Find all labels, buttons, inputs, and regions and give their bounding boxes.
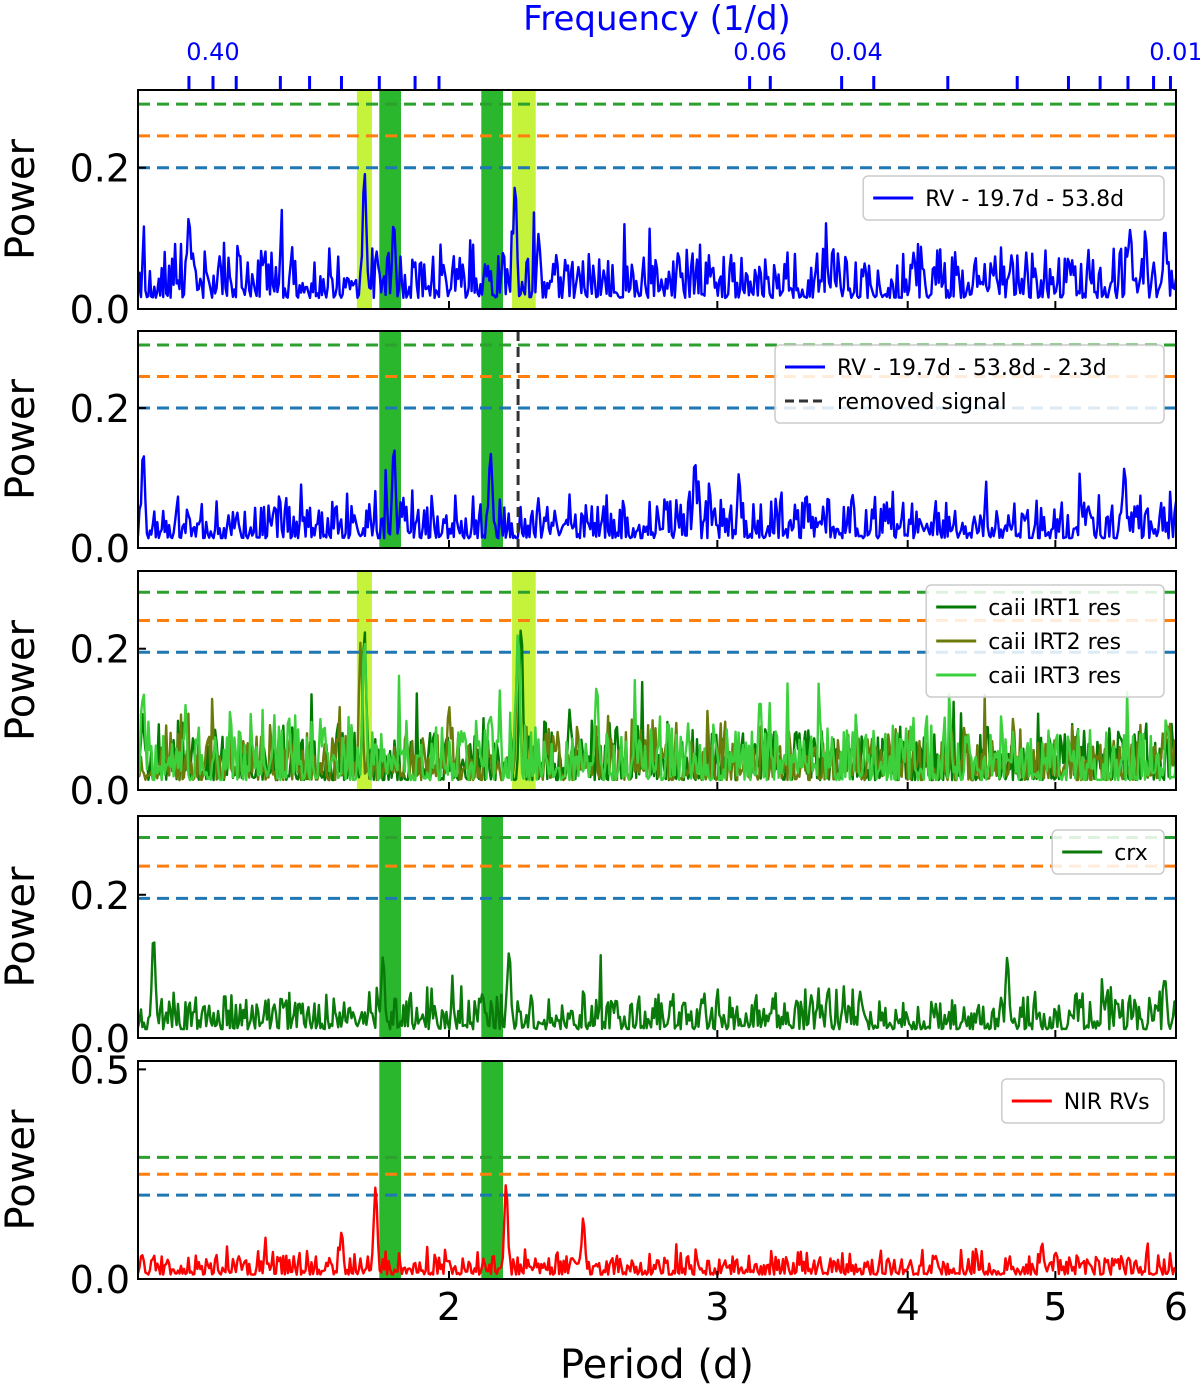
y-tick-label: 0.2 <box>70 874 130 918</box>
legend-label: NIR RVs <box>1064 1090 1150 1115</box>
legend-label: caii IRT2 res <box>988 630 1121 655</box>
highlight-bands <box>379 1061 503 1279</box>
panel-frame <box>137 330 1177 549</box>
green-band <box>379 816 401 1038</box>
y-axis-title: Power <box>0 1109 44 1230</box>
y-axis-title: Power <box>0 619 44 740</box>
green-band <box>379 1061 401 1279</box>
panel-frame <box>137 815 1177 1039</box>
legend-box <box>925 584 1165 698</box>
x-tick-label: 4 <box>896 1285 920 1329</box>
legend-label: RV - 19.7d - 53.8d <box>925 187 1124 212</box>
legend-label: removed signal <box>837 390 1007 415</box>
panel-frame <box>137 1060 1177 1280</box>
frequency-tick-label: 0.06 <box>733 38 786 66</box>
series-group <box>138 1184 1176 1276</box>
y-tick-label: 0.2 <box>70 628 130 672</box>
green-band <box>481 816 503 1038</box>
green-band <box>481 90 503 309</box>
legend-label: caii IRT3 res <box>988 664 1121 689</box>
period-axis: 2 3 4 5 6 <box>437 1285 1188 1329</box>
series-group <box>138 172 1176 300</box>
series-line-caii-irt3-res <box>138 634 1176 782</box>
series-line-nir-rvs <box>138 1184 1176 1276</box>
legend: crx <box>1051 829 1165 875</box>
panel-rv: 0.0 0.2 Power RV - 19.7d - 53.8d <box>0 89 1177 332</box>
green-band <box>481 1061 503 1279</box>
legend: NIR RVs <box>1001 1078 1165 1124</box>
y-tick-label: 0.0 <box>70 1258 130 1302</box>
frequency-tick-label: 0.40 <box>186 38 239 66</box>
y-tick-label: 0.5 <box>70 1048 130 1092</box>
panel-frame <box>137 570 1177 791</box>
periodogram-panels: 0.0 0.2 Power RV - 19.7d - 53.8d 0.0 0.2 Power… <box>0 89 1177 1302</box>
legend: RV - 19.7d - 53.8d <box>862 175 1165 221</box>
y-tick-label: 0.0 <box>70 527 130 571</box>
legend-label: caii IRT1 res <box>988 596 1121 621</box>
y-tick-label: 0.0 <box>70 1017 130 1061</box>
legend-box <box>774 344 1165 424</box>
frequency-tick-label: 0.01 <box>1149 38 1200 66</box>
legend-label: crx <box>1114 841 1148 866</box>
legend-box <box>1001 1078 1165 1124</box>
panel-rv-res: 0.0 0.2 Power RV - 19.7d - 53.8d - 2.3d remo… <box>0 330 1177 571</box>
series-line-crx <box>138 941 1176 1031</box>
legend-box <box>1051 829 1165 875</box>
x-tick-label: 2 <box>437 1285 461 1329</box>
legend-label: RV - 19.7d - 53.8d - 2.3d <box>837 356 1107 381</box>
x-tick-label: 5 <box>1043 1285 1067 1329</box>
y-axis-title: Power <box>0 138 44 259</box>
period-axis-title: Period (d) <box>560 1342 754 1388</box>
y-tick-label: 0.2 <box>70 147 130 191</box>
x-tick-label: 6 <box>1164 1285 1188 1329</box>
series-line-rv-19-7d-53-8d-2-3d <box>138 449 1176 540</box>
series-group <box>138 941 1176 1031</box>
series-line-rv-19-7d-53-8d <box>138 172 1176 300</box>
frequency-tick-label: 0.04 <box>829 38 882 66</box>
frequency-axis-title: Frequency (1/d) <box>523 0 791 39</box>
y-axis-title: Power <box>0 378 44 499</box>
frequency-axis: 0.40 0.06 0.04 0.01 <box>186 38 1200 90</box>
y-tick-label: 0.0 <box>70 769 130 813</box>
series-group <box>138 629 1176 782</box>
y-tick-label: 0.0 <box>70 288 130 332</box>
panel-frame <box>137 89 1177 310</box>
panel-nir: 0.0 0.5 Power NIR RVs <box>0 1048 1177 1302</box>
series-group <box>138 449 1176 540</box>
legend: caii IRT1 res caii IRT2 res caii IRT3 res <box>925 584 1165 698</box>
green-band <box>481 331 503 548</box>
x-tick-label: 3 <box>705 1285 729 1329</box>
y-tick-label: 0.2 <box>70 387 130 431</box>
legend: RV - 19.7d - 53.8d - 2.3d removed signal <box>774 344 1165 424</box>
y-axis-title: Power <box>0 866 44 987</box>
legend-box <box>862 175 1165 221</box>
panel-crx: 0.0 0.2 Power crx <box>0 815 1177 1061</box>
